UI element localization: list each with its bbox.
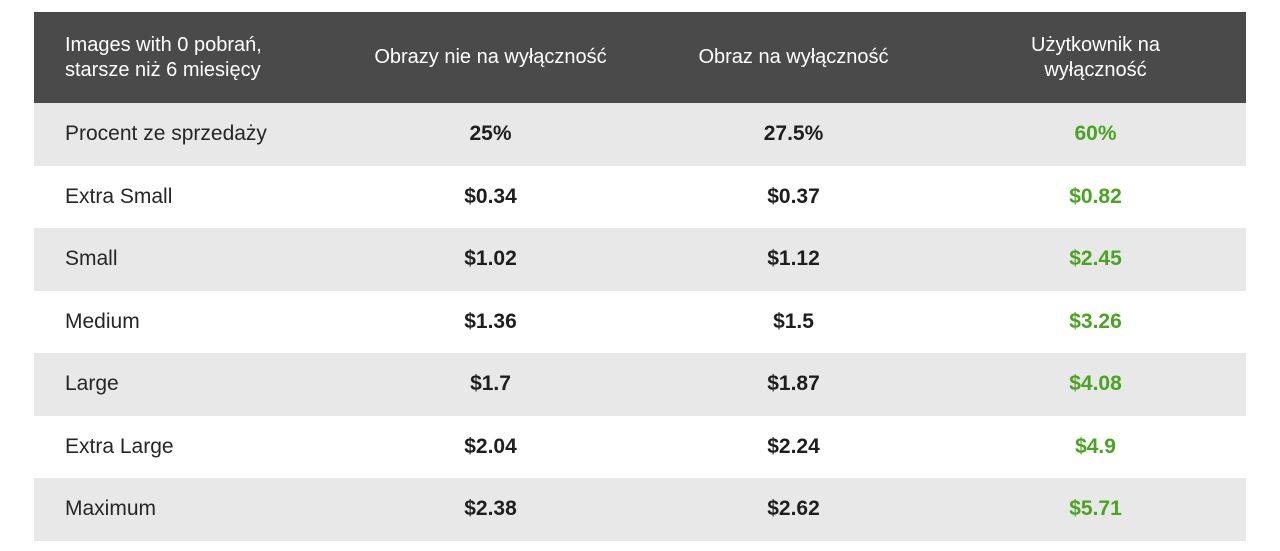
table-row: Extra Small $0.34 $0.37 $0.82	[34, 165, 1246, 228]
header-row: Images with 0 pobrań, starsze niż 6 mies…	[34, 12, 1246, 103]
table-row: Extra Large $2.04 $2.24 $4.9	[34, 415, 1246, 478]
table-row: Large $1.7 $1.87 $4.08	[34, 353, 1246, 416]
exclusive-image-value: $1.12	[767, 247, 820, 271]
exclusive-image-value: $2.62	[767, 497, 820, 521]
row-label: Medium	[65, 309, 140, 333]
table-row: Medium $1.36 $1.5 $3.26	[34, 290, 1246, 353]
exclusive-user-value: $5.71	[1069, 497, 1122, 521]
row-label: Extra Large	[65, 434, 174, 458]
non-exclusive-value: $1.7	[470, 372, 511, 396]
row-label: Maximum	[65, 497, 157, 521]
non-exclusive-value: $1.36	[464, 309, 517, 333]
row-label: Procent ze sprzedaży	[65, 122, 267, 146]
exclusive-user-value: $4.9	[1075, 434, 1116, 458]
exclusive-user-value: $0.82	[1069, 184, 1122, 208]
pricing-table-container: Images with 0 pobrań, starsze niż 6 mies…	[34, 12, 1246, 541]
table-header: Images with 0 pobrań, starsze niż 6 mies…	[34, 12, 1246, 103]
non-exclusive-value: $2.38	[464, 497, 517, 521]
exclusive-user-value: $2.45	[1069, 247, 1122, 271]
header-exclusive-user: Użytkownik na wyłączność	[1031, 33, 1160, 81]
non-exclusive-value: $2.04	[464, 434, 517, 458]
exclusive-image-value: $1.5	[773, 309, 814, 333]
table-row: Maximum $2.38 $2.62 $5.71	[34, 478, 1246, 541]
exclusive-image-value: $2.24	[767, 434, 820, 458]
exclusive-user-value: $4.08	[1069, 372, 1122, 396]
table-row: Procent ze sprzedaży 25% 27.5% 60%	[34, 103, 1246, 166]
non-exclusive-value: $1.02	[464, 247, 517, 271]
header-exclusive-image: Obraz na wyłączność	[698, 46, 889, 68]
header-category: Images with 0 pobrań, starsze niż 6 mies…	[65, 33, 262, 81]
non-exclusive-value: 25%	[469, 122, 512, 146]
table-body: Procent ze sprzedaży 25% 27.5% 60% Extra…	[34, 103, 1246, 541]
exclusive-image-value: $1.87	[767, 372, 820, 396]
exclusive-image-value: 27.5%	[763, 122, 824, 146]
exclusive-user-value: 60%	[1074, 122, 1117, 146]
pricing-table: Images with 0 pobrań, starsze niż 6 mies…	[34, 12, 1246, 541]
row-label: Small	[65, 247, 118, 271]
non-exclusive-value: $0.34	[464, 184, 517, 208]
exclusive-user-value: $3.26	[1069, 309, 1122, 333]
row-label: Extra Small	[65, 184, 173, 208]
table-row: Small $1.02 $1.12 $2.45	[34, 228, 1246, 291]
row-label: Large	[65, 372, 119, 396]
header-non-exclusive-images: Obrazy nie na wyłączność	[374, 46, 607, 68]
exclusive-image-value: $0.37	[767, 184, 820, 208]
